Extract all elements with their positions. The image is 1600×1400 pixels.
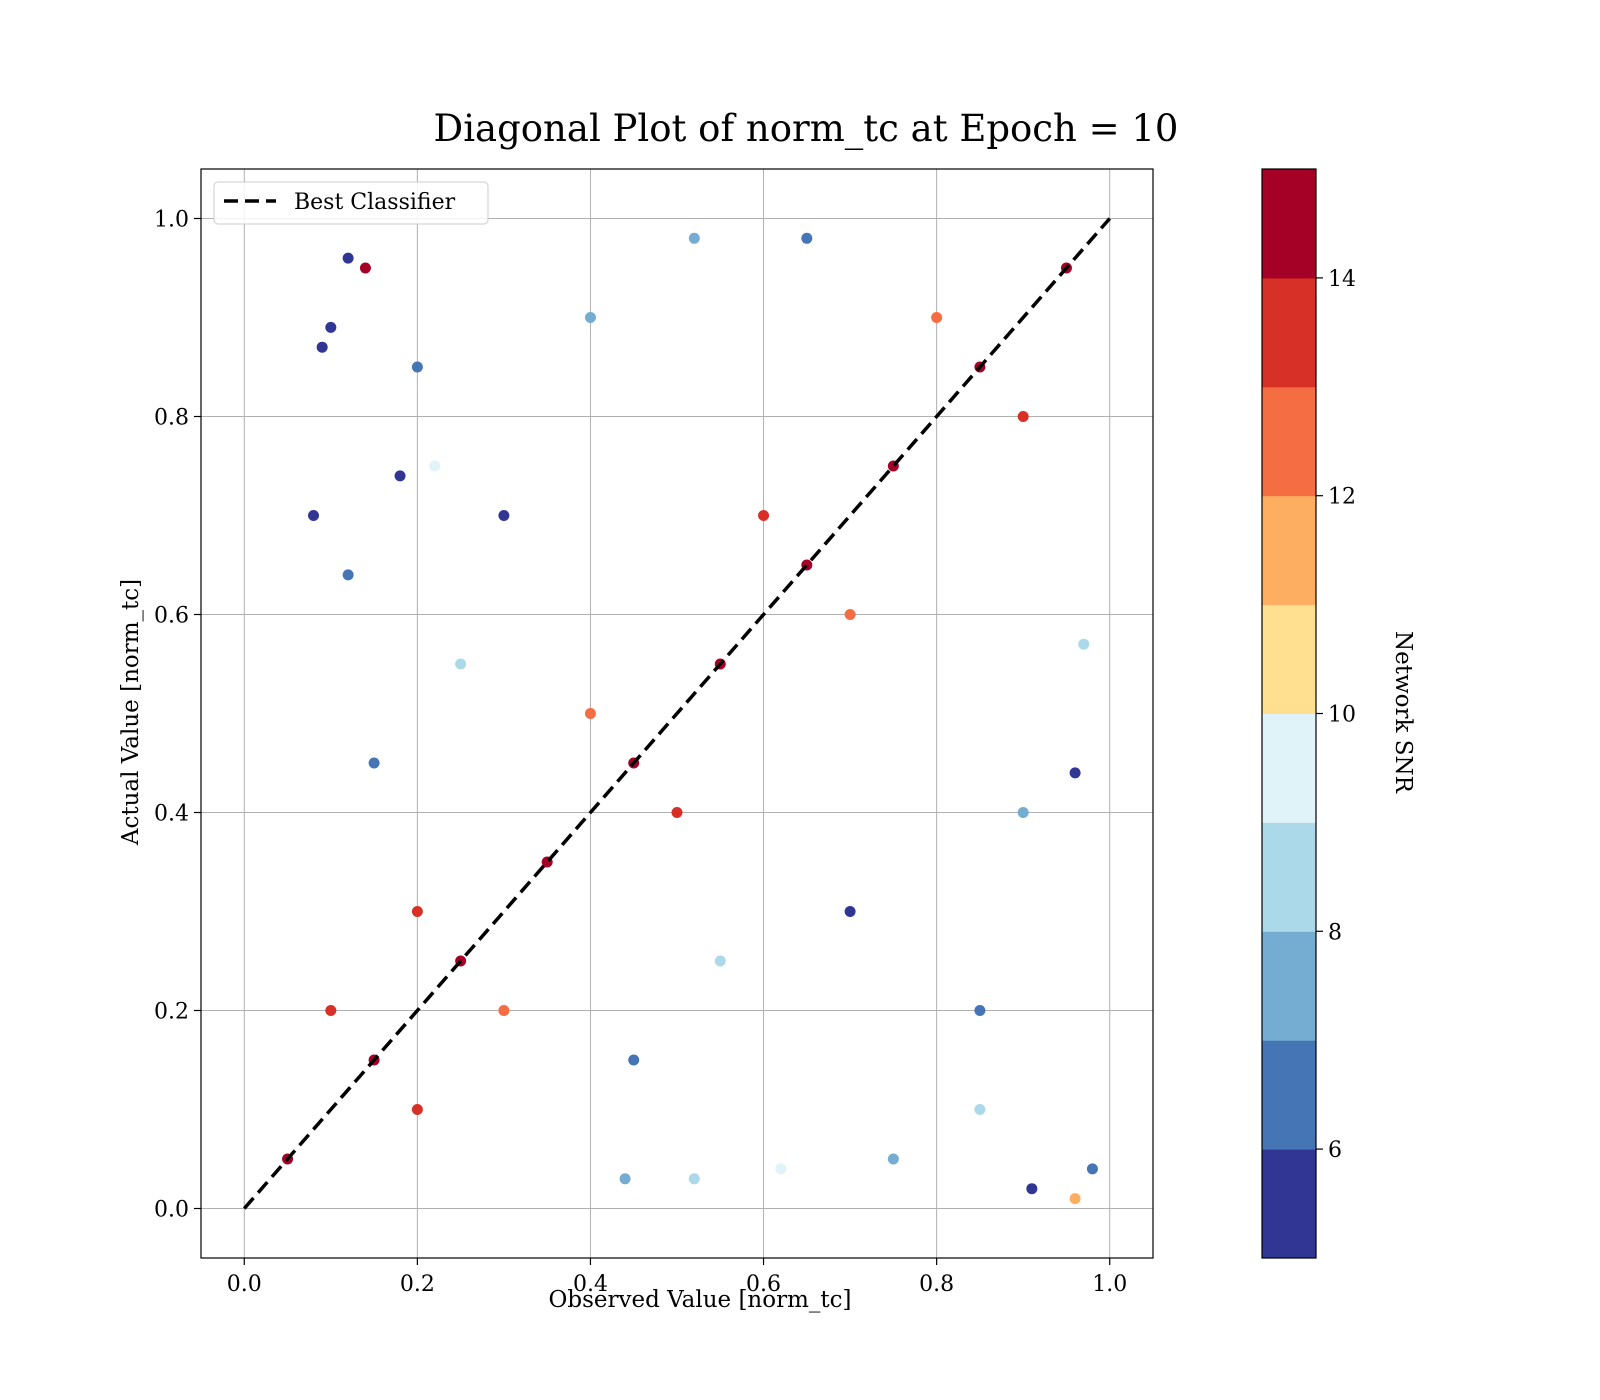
colorbar-segment [1262, 386, 1316, 497]
x-tick-label: 1.0 [1092, 1272, 1127, 1297]
data-point [368, 757, 380, 769]
data-point [671, 807, 683, 818]
data-point [359, 262, 371, 274]
data-point [1026, 1183, 1038, 1195]
y-tick-label: 0.6 [154, 604, 189, 629]
data-point [1069, 1193, 1081, 1205]
x-axis-label: Observed Value [norm_tc] [549, 1287, 852, 1313]
points-layer [282, 232, 1098, 1205]
data-point [325, 1005, 337, 1016]
colorbar-segment [1262, 604, 1316, 714]
colorbar-tick-label: 10 [1328, 703, 1356, 728]
data-point [325, 321, 337, 333]
x-tick-label: 0.8 [919, 1272, 954, 1297]
colorbar-tick-label: 8 [1328, 920, 1342, 945]
data-point [887, 1153, 899, 1165]
data-point [688, 1173, 700, 1185]
data-point [455, 658, 467, 670]
colorbar: 6 8 10 12 14 [1261, 168, 1356, 1259]
y-tick-label: 0.8 [154, 406, 189, 431]
y-tick-label: 0.4 [154, 802, 189, 827]
data-point [498, 510, 510, 521]
data-point [974, 1104, 986, 1115]
colorbar-segment [1262, 822, 1316, 932]
colorbar-label: Network SNR [1390, 631, 1416, 794]
colorbar-tick-label: 6 [1328, 1138, 1342, 1163]
data-point [1017, 411, 1029, 422]
data-point [1086, 1163, 1098, 1175]
x-tick-label: 0.2 [400, 1272, 435, 1297]
data-point [758, 510, 770, 521]
data-point [411, 1104, 423, 1115]
colorbar-segment [1262, 277, 1316, 388]
colorbar-segment [1262, 1040, 1316, 1150]
colorbar-segment [1262, 931, 1316, 1041]
data-point [429, 460, 441, 472]
data-point [411, 361, 423, 373]
colorbar-segment [1262, 1149, 1316, 1259]
y-tick-label: 1.0 [154, 208, 189, 233]
colorbar-tick-label: 12 [1328, 485, 1356, 510]
data-point [619, 1173, 631, 1185]
data-point [801, 232, 813, 244]
x-tick-label: 0.0 [227, 1272, 262, 1297]
data-point [628, 1054, 640, 1066]
colorbar-segment [1262, 169, 1316, 279]
data-point [394, 470, 406, 482]
data-point [1078, 638, 1090, 650]
data-point [775, 1163, 787, 1175]
legend-box [213, 181, 489, 225]
colorbar-segment [1262, 495, 1316, 606]
data-point [316, 341, 328, 353]
x-axis-ticks: 0.0 0.2 0.4 0.6 0.8 1.0 [227, 1258, 1127, 1297]
data-point [974, 1005, 986, 1016]
plot-frame [200, 168, 1154, 1259]
y-axis-label: Actual Value [norm_tc] [118, 579, 144, 846]
y-tick-label: 0.2 [154, 1000, 189, 1025]
data-point [342, 252, 354, 264]
data-point [1069, 767, 1081, 779]
y-axis-ticks: 0.0 0.2 0.4 0.6 0.8 1.0 [154, 208, 201, 1223]
legend: Best Classifier [213, 181, 489, 225]
data-point [688, 232, 700, 244]
data-point [714, 955, 726, 967]
data-point [844, 906, 856, 917]
data-point [931, 312, 943, 323]
y-tick-label: 0.0 [154, 1198, 189, 1223]
x-tick-label: 0.4 [573, 1272, 608, 1297]
data-point [342, 569, 354, 581]
colorbar-segment [1262, 713, 1316, 823]
data-point [584, 708, 596, 719]
data-point [844, 609, 856, 620]
data-point [308, 510, 320, 521]
colorbar-tick-label: 14 [1328, 267, 1356, 292]
data-point [498, 1005, 510, 1016]
best-classifier-line [242, 217, 1112, 1210]
data-point [411, 906, 423, 917]
data-point [1017, 807, 1029, 818]
chart-title: Diagonal Plot of norm_tc at Epoch = 10 [434, 107, 1179, 151]
x-tick-label: 0.6 [746, 1272, 781, 1297]
legend-label: Best Classifier [294, 190, 456, 215]
data-point [584, 312, 596, 323]
